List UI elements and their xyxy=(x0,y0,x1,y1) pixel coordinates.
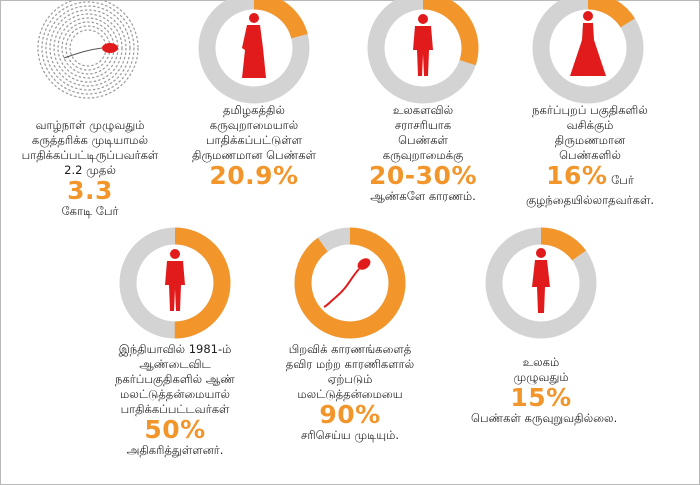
stat-line: ஏற்படும் xyxy=(327,372,373,386)
stat-line: திருமணமான xyxy=(554,133,626,147)
stat-line: 2.2 முதல் xyxy=(64,163,116,177)
donut-7 xyxy=(485,227,597,339)
donut-segment xyxy=(532,0,644,104)
woman-in-gown-icon xyxy=(570,11,606,76)
donut-2 xyxy=(198,0,310,104)
sperm-egg-illustration xyxy=(37,0,139,99)
stat-line: இந்தியாவில் 1981-ம் xyxy=(118,342,232,356)
stat-text-4: நகர்ப்புறப் பகுதிகளில் வசிக்கும் திருமணமான… xyxy=(515,103,665,208)
man-icon xyxy=(165,249,185,311)
stat-line: அதிகரித்துள்ளனர். xyxy=(126,443,224,457)
stat-line: ஆண்களே காரணம். xyxy=(370,189,476,203)
sperm-icon xyxy=(323,258,371,308)
stat-line: கருவுறாமைக்கு xyxy=(382,148,464,162)
stat-value: 90% xyxy=(319,400,381,429)
stat-line: பெண்கள் xyxy=(398,133,448,147)
donut-segment xyxy=(485,227,597,339)
stat-line: நகர்ப்பகுதிகளில் ஆண் xyxy=(115,372,235,386)
stat-line: மலட்டுத்தன்மையால் xyxy=(120,387,230,401)
stat-text-2: தமிழகத்தில் கருவுறாமையால் பாதிக்கப்பட்டுள்… xyxy=(184,103,324,189)
stat-value: 15% xyxy=(510,383,572,412)
stat-text-7: உலகம் முழுவதும் 15% பெண்கள் கருவுறுவதில்லை. xyxy=(471,355,618,426)
stat-line: சராசரியாக xyxy=(394,118,452,132)
stat-line: உலகம் xyxy=(522,355,560,369)
stat-line: தமிழகத்தில் xyxy=(223,103,285,117)
stat-value: 20-30% xyxy=(368,161,477,190)
stat-line: பாதிக்கப்பட்டுள்ள xyxy=(206,133,302,147)
woman-in-saree-icon xyxy=(242,13,266,78)
stat-value: 20.9% xyxy=(209,161,299,190)
stat-value-suffix: பேர் xyxy=(607,173,634,187)
stat-text-3: உலகளவில் சராசரியாக பெண்கள் கருவுறாமைக்கு 20-… xyxy=(353,103,493,204)
stat-line: நகர்ப்புறப் பகுதிகளில் xyxy=(532,103,648,117)
donut-1 xyxy=(37,0,139,99)
stat-line: ஆண்டைவிட xyxy=(139,357,211,371)
woman-icon xyxy=(532,248,550,313)
stat-line: குழந்தையில்லாதவர்கள். xyxy=(526,193,654,207)
donut-3 xyxy=(367,0,479,104)
stat-line: திருமணமான பெண்கள் xyxy=(192,148,316,162)
donut-segment xyxy=(198,0,310,104)
donut-segment xyxy=(119,227,231,339)
man-icon xyxy=(413,14,433,76)
donut-segment xyxy=(294,227,406,339)
stat-line: மலட்டுத்தன்மையை xyxy=(297,387,403,401)
stat-line: வாழ்நாள் முழுவதும் xyxy=(35,118,145,132)
stat-line: பெண்கள் கருவுறுவதில்லை. xyxy=(471,411,618,425)
stat-line: கோடி பேர் xyxy=(61,204,119,218)
stat-value: 16% பேர் xyxy=(546,161,634,190)
stat-line: கருத்தரிக்க முடியாமல் xyxy=(31,133,149,147)
stat-line: உலகளவில் xyxy=(392,103,454,117)
donut-5 xyxy=(119,227,231,339)
stat-value: 50% xyxy=(144,415,206,444)
donut-6 xyxy=(294,227,406,339)
stat-line: பாதிக்கப்பட்டவர்கள் xyxy=(120,402,230,416)
stat-value: 3.3 xyxy=(67,176,113,205)
stat-text-6: பிறவிக் காரணங்களைத் தவிர மற்ற காரணிகளால் ஏ… xyxy=(260,342,440,443)
stat-line: பெண்களில் xyxy=(559,148,621,162)
stat-line: வசிக்கும் xyxy=(566,118,614,132)
stat-line: கருவுறாமையால் xyxy=(209,118,299,132)
donut-4 xyxy=(532,0,644,104)
stat-line: தவிர மற்ற காரணிகளால் xyxy=(285,357,415,371)
stat-line: முழுவதும் xyxy=(513,370,569,384)
stat-text-1: வாழ்நாள் முழுவதும் கருத்தரிக்க முடியாமல் ப… xyxy=(20,118,160,219)
stat-text-5: இந்தியாவில் 1981-ம் ஆண்டைவிட நகர்ப்பகுதிகள… xyxy=(85,342,265,458)
stat-line: சரிசெய்ய முடியும். xyxy=(300,428,400,442)
stat-line: பிறவிக் காரணங்களைத் xyxy=(288,342,412,356)
stat-line: பாதிக்கப்பட்டிருப்பவர்கள் xyxy=(21,148,159,162)
donut-segment xyxy=(367,0,479,104)
